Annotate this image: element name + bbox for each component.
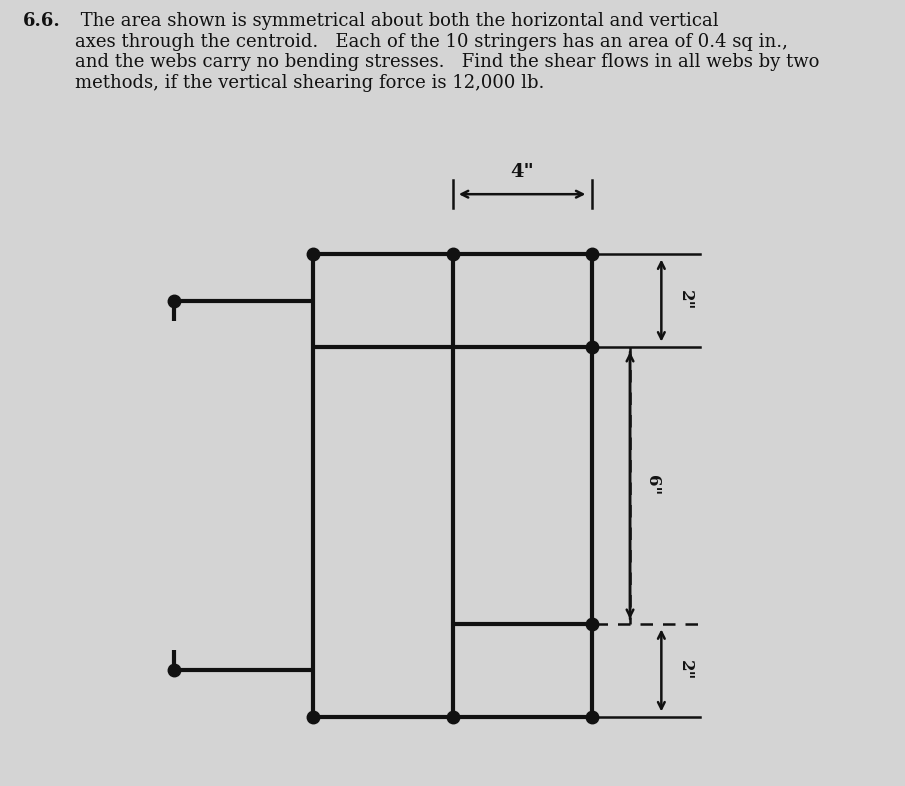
Text: 4": 4" bbox=[510, 163, 534, 182]
Text: 6.6.: 6.6. bbox=[23, 12, 61, 30]
Text: 2": 2" bbox=[677, 290, 693, 310]
Text: 2": 2" bbox=[677, 660, 693, 681]
Text: The area shown is symmetrical about both the horizontal and vertical
axes throug: The area shown is symmetrical about both… bbox=[75, 12, 820, 92]
Text: 6": 6" bbox=[644, 476, 661, 496]
